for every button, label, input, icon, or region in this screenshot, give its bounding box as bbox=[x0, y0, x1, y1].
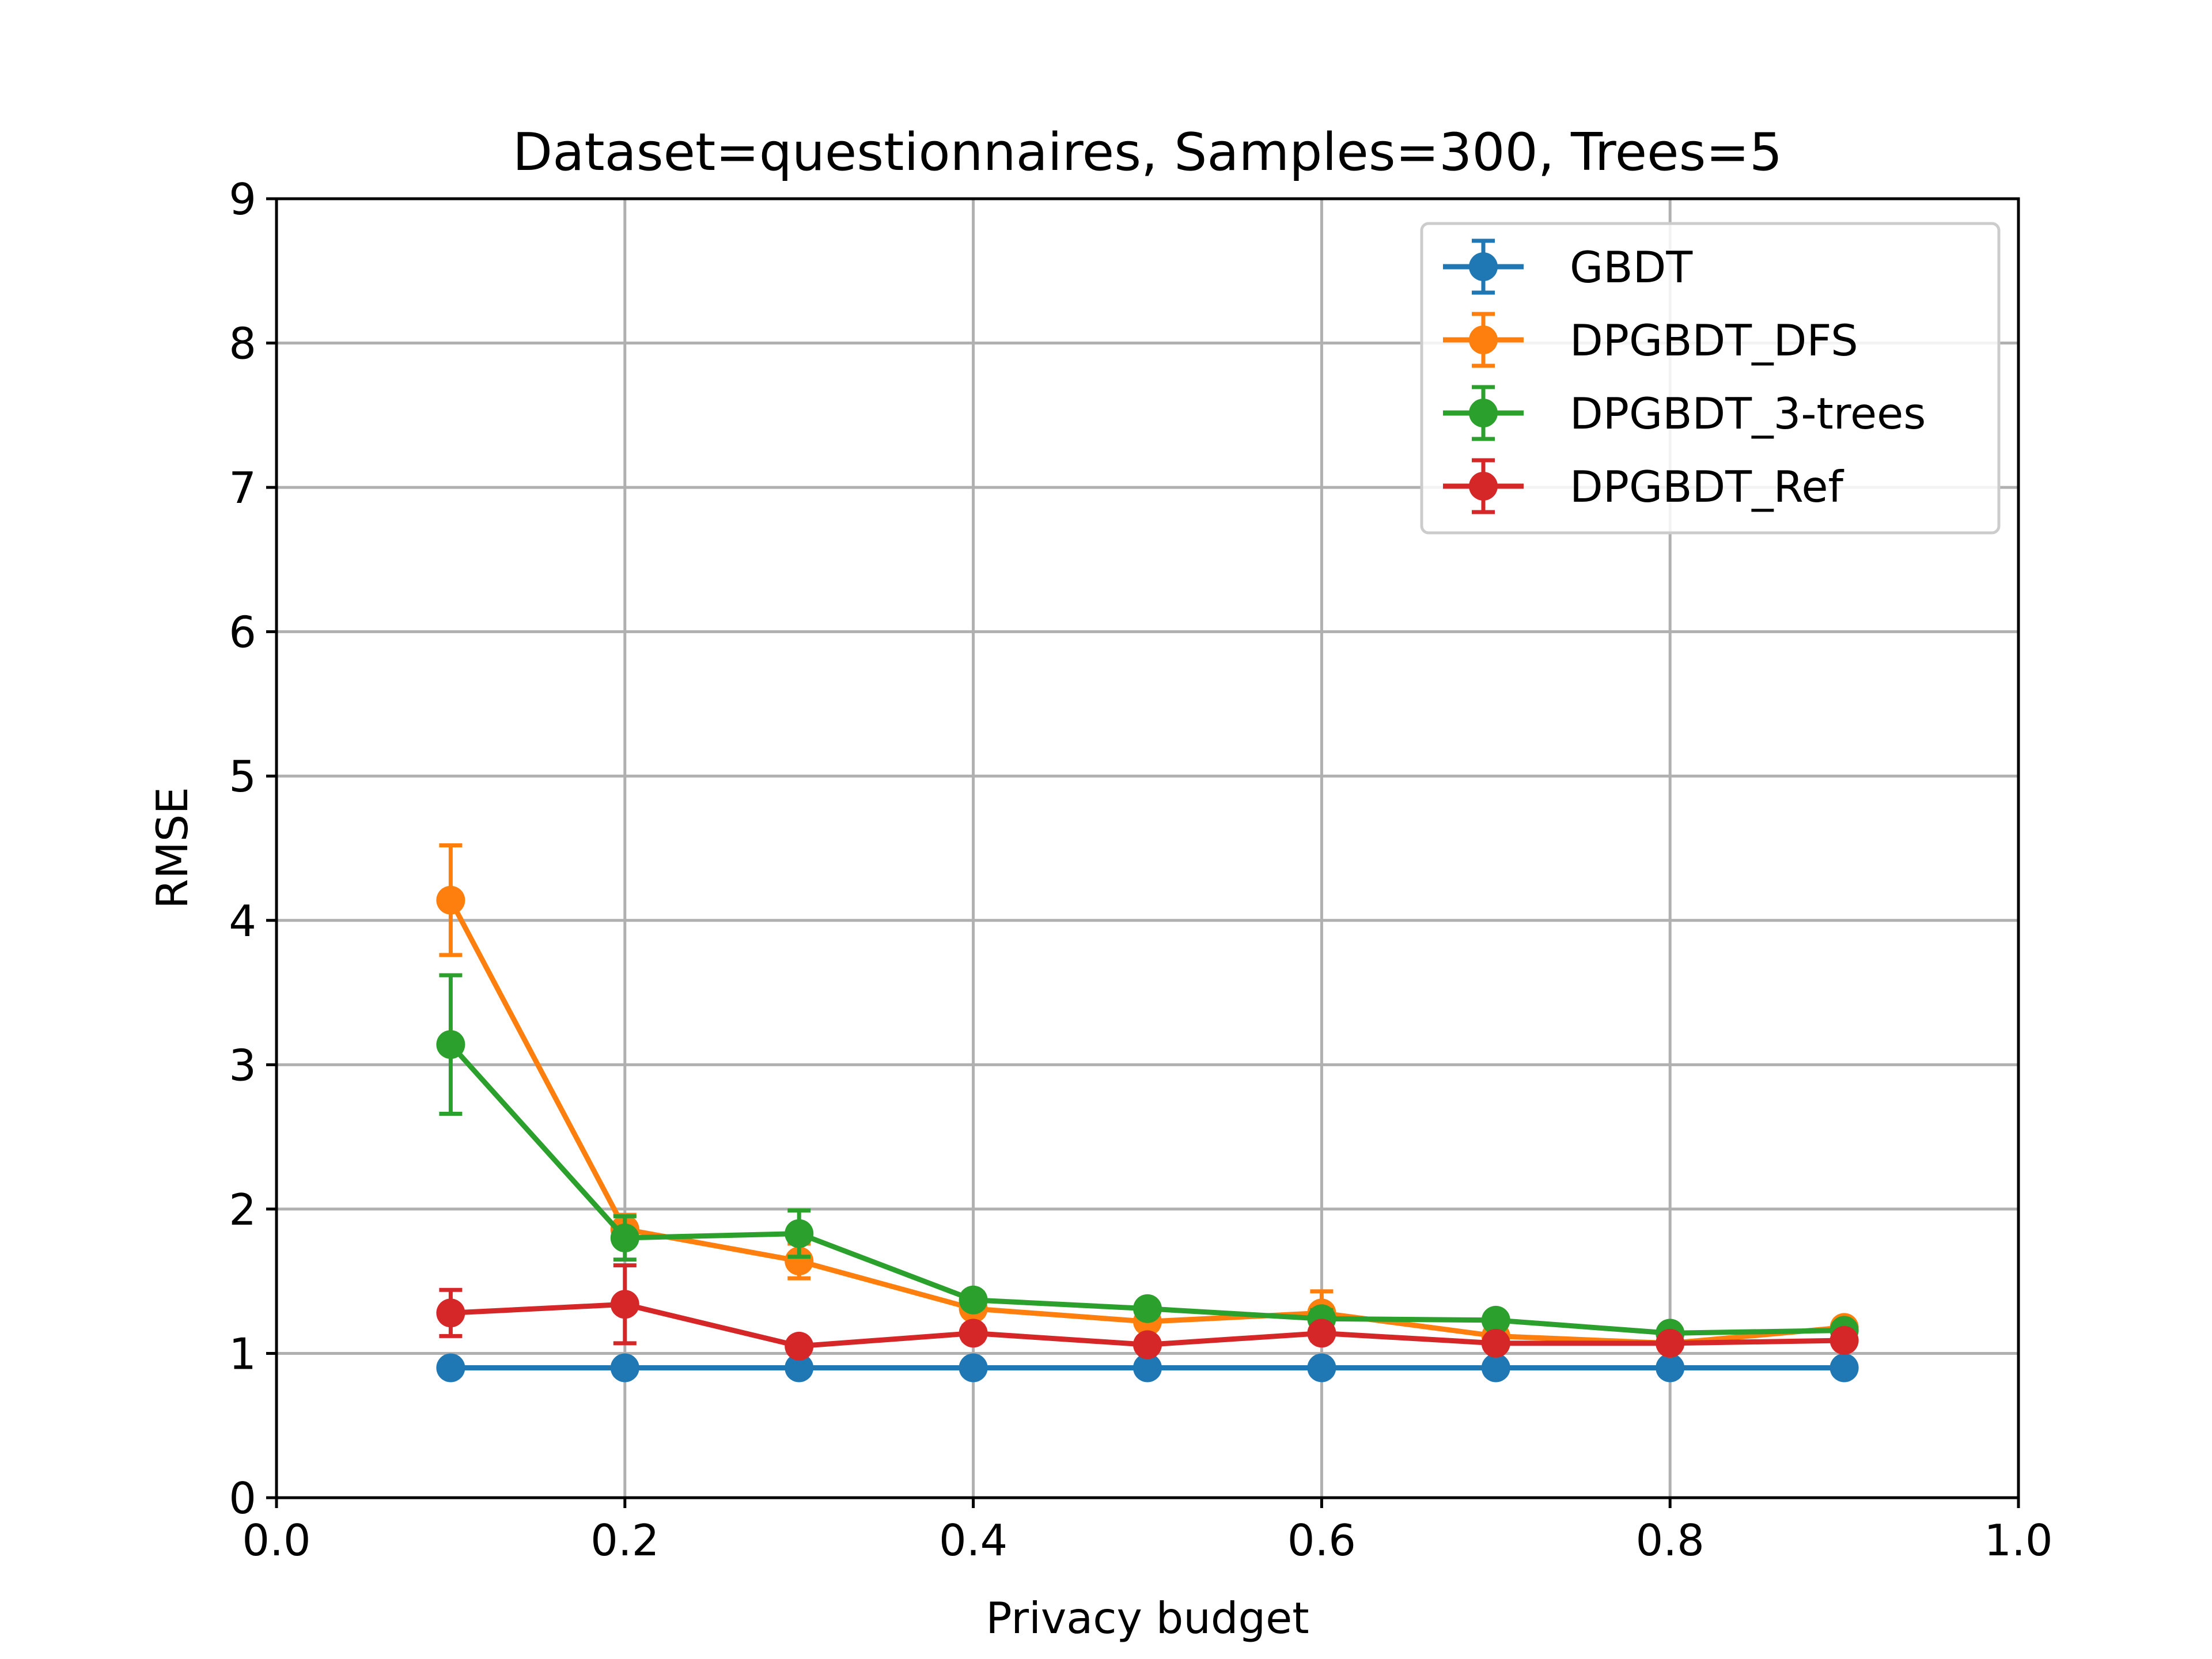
legend-box bbox=[1420, 222, 2001, 535]
data-point bbox=[1656, 1353, 1685, 1382]
data-point bbox=[436, 1030, 465, 1059]
data-point bbox=[1481, 1353, 1510, 1382]
data-point bbox=[1830, 1325, 1859, 1355]
x-tick-label: 0.6 bbox=[1287, 1515, 1356, 1566]
y-tick-label: 5 bbox=[229, 751, 256, 802]
legend: GBDT DPGBDT_DFS DPGBDT_3-trees DPGBDT_Ref bbox=[1420, 222, 2001, 535]
data-point bbox=[436, 1298, 465, 1328]
data-point bbox=[1133, 1330, 1162, 1359]
y-tick-label: 4 bbox=[229, 896, 256, 946]
legend-entry-DPGBDT_Ref: DPGBDT_Ref bbox=[1443, 458, 1844, 514]
data-point bbox=[1133, 1353, 1162, 1382]
y-tick-label: 8 bbox=[229, 319, 256, 369]
data-point bbox=[436, 885, 465, 915]
plot-frame bbox=[275, 197, 2020, 1499]
data-point bbox=[959, 1319, 988, 1348]
data-point bbox=[959, 1353, 988, 1382]
data-point bbox=[1830, 1353, 1859, 1382]
y-tick-label: 9 bbox=[229, 174, 256, 225]
y-tick-label: 3 bbox=[229, 1040, 256, 1090]
data-point bbox=[785, 1353, 814, 1382]
chart-title: Dataset=questionnaires, Samples=300, Tre… bbox=[513, 122, 1782, 183]
x-axis-label: Privacy budget bbox=[986, 1593, 1309, 1643]
legend-label: GBDT bbox=[1570, 242, 1693, 293]
y-tick-label: 0 bbox=[229, 1473, 256, 1524]
y-tick-label: 7 bbox=[229, 463, 256, 513]
legend-entry-DPGBDT_DFS: DPGBDT_DFS bbox=[1443, 312, 1858, 368]
data-point bbox=[1133, 1294, 1162, 1323]
data-point bbox=[610, 1224, 639, 1252]
legend-label: DPGBDT_3-trees bbox=[1570, 388, 1926, 439]
data-point bbox=[1307, 1353, 1336, 1382]
data-point bbox=[785, 1247, 814, 1276]
legend-label: DPGBDT_Ref bbox=[1570, 461, 1844, 512]
legend-marker bbox=[1469, 325, 1498, 354]
legend-entry-GBDT: GBDT bbox=[1443, 238, 1693, 295]
y-tick-label: 6 bbox=[229, 607, 256, 658]
series-GBDT bbox=[436, 1353, 1859, 1382]
y-tick-label: 2 bbox=[229, 1184, 256, 1235]
data-point bbox=[959, 1285, 988, 1315]
legend-label: DPGBDT_DFS bbox=[1570, 315, 1858, 366]
data-point bbox=[610, 1353, 639, 1382]
series-DPGBDT_Ref bbox=[436, 1263, 1859, 1361]
x-tick-label: 1.0 bbox=[1984, 1515, 2052, 1566]
x-tick-label: 0.8 bbox=[1636, 1515, 1705, 1566]
x-tick-label: 0.2 bbox=[590, 1515, 659, 1566]
x-axis-ticks: 0.0 0.2 0.4 0.6 0.8 1.0 bbox=[242, 1498, 2053, 1566]
legend-marker bbox=[1469, 252, 1498, 281]
data-point bbox=[785, 1331, 814, 1361]
data-point bbox=[785, 1219, 814, 1248]
data-point bbox=[1481, 1305, 1510, 1335]
series-layer bbox=[436, 843, 1859, 1382]
data-point bbox=[610, 1290, 639, 1319]
data-point bbox=[436, 1353, 465, 1382]
data-point bbox=[1307, 1319, 1336, 1348]
data-point bbox=[1481, 1328, 1510, 1358]
y-tick-label: 1 bbox=[229, 1328, 256, 1379]
y-axis-label: RMSE bbox=[147, 787, 198, 909]
y-axis-ticks: 0 1 2 3 4 5 6 7 8 9 bbox=[229, 174, 276, 1524]
data-point bbox=[1656, 1328, 1685, 1358]
legend-marker bbox=[1469, 472, 1498, 501]
x-tick-label: 0.0 bbox=[242, 1515, 310, 1566]
legend-marker bbox=[1469, 399, 1498, 427]
grid bbox=[275, 197, 2020, 1499]
x-tick-label: 0.4 bbox=[939, 1515, 1007, 1566]
legend-entry-DPGBDT_3-trees: DPGBDT_3-trees bbox=[1443, 385, 1926, 441]
